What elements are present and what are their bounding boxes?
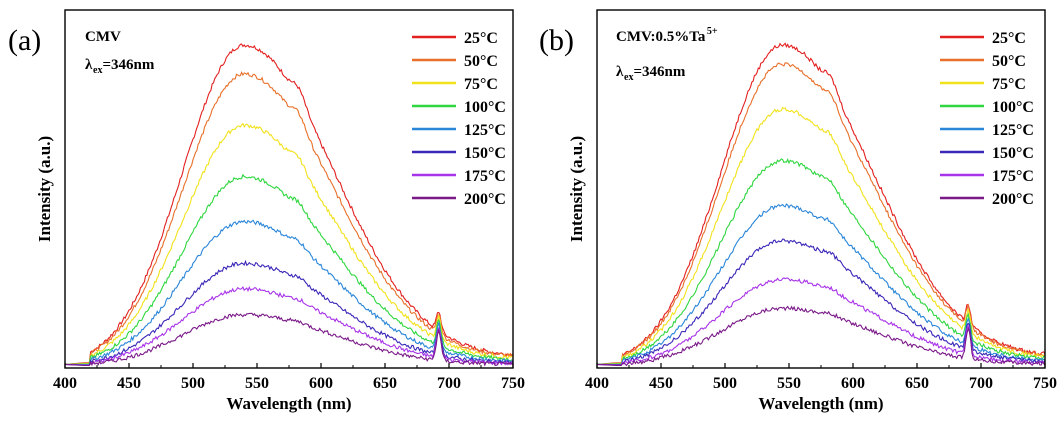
excitation-subscript: ex — [93, 65, 102, 76]
series-line-175c — [64, 285, 514, 366]
series-line-175c — [596, 277, 1046, 366]
x-tick-label: 750 — [501, 375, 525, 392]
x-tick-label: 650 — [905, 375, 929, 392]
legend-entry: 100°C — [992, 99, 1034, 116]
sample-superscript: 5+ — [707, 26, 718, 37]
legend-entry: 25°C — [464, 30, 498, 47]
x-tick-label: 550 — [245, 375, 269, 392]
series-line-150c — [596, 238, 1046, 366]
legend-entry: 50°C — [464, 53, 498, 70]
series-line-200c — [64, 312, 514, 367]
legend-entry: 175°C — [992, 168, 1034, 185]
x-axis-label: Wavelength (nm) — [758, 394, 883, 413]
panel-label: (b) — [539, 24, 574, 57]
series-line-25c — [64, 43, 514, 365]
series-line-75c — [596, 106, 1046, 365]
excitation-lambda: λ — [85, 57, 93, 73]
excitation-value: =346nm — [633, 64, 685, 80]
legend-entry: 150°C — [992, 145, 1034, 162]
legend-entry: 25°C — [992, 30, 1026, 47]
series-line-75c — [64, 122, 514, 365]
x-tick-label: 500 — [713, 375, 737, 392]
legend-entry: 200°C — [992, 191, 1034, 208]
x-tick-label: 450 — [649, 375, 673, 392]
series-line-150c — [64, 259, 514, 366]
y-axis-label: Intensity (a.u.) — [35, 136, 54, 242]
x-tick-label: 600 — [841, 375, 865, 392]
series-line-125c — [64, 219, 514, 366]
legend-entry: 150°C — [464, 145, 506, 162]
x-tick-label: 500 — [181, 375, 205, 392]
panel-label: (a) — [8, 24, 41, 57]
excitation-lambda: λ — [616, 64, 624, 80]
x-tick-label: 750 — [1033, 375, 1057, 392]
series-line-200c — [596, 305, 1046, 367]
excitation-value: =346nm — [102, 57, 154, 73]
panel-a: 400 450 500 550 600 650 700 750 Wavelength (nm) I… — [8, 9, 525, 413]
legend-entry: 175°C — [464, 168, 506, 185]
x-tick-label: 550 — [777, 375, 801, 392]
legend-entry: 125°C — [464, 122, 506, 139]
x-tick-label: 450 — [117, 375, 141, 392]
excitation-subscript: ex — [624, 72, 633, 83]
legend-entry: 125°C — [992, 122, 1034, 139]
legend-entry: 50°C — [992, 53, 1026, 70]
sample-label: CMV — [85, 29, 121, 45]
legend-entry: 75°C — [992, 76, 1026, 93]
series-line-25c — [596, 42, 1046, 365]
series-line-100c — [596, 157, 1046, 365]
legend-entry: 100°C — [464, 99, 506, 116]
x-tick-label: 700 — [437, 375, 461, 392]
panel-b: 400 450 500 550 600 650 700 750 Wavelength (nm) I… — [539, 9, 1057, 413]
x-tick-label: 400 — [585, 375, 609, 392]
series-line-50c — [596, 62, 1046, 365]
y-axis-label: Intensity (a.u.) — [567, 136, 586, 242]
series-line-125c — [597, 203, 1046, 365]
legend-entry: 200°C — [464, 191, 506, 208]
x-tick-label: 600 — [309, 375, 333, 392]
x-tick-label: 650 — [373, 375, 397, 392]
x-axis-label: Wavelength (nm) — [226, 394, 351, 413]
sample-label: CMV:0.5%Ta — [616, 29, 706, 45]
legend-entry: 75°C — [464, 76, 498, 93]
x-tick-label: 700 — [969, 375, 993, 392]
x-tick-label: 400 — [53, 375, 77, 392]
